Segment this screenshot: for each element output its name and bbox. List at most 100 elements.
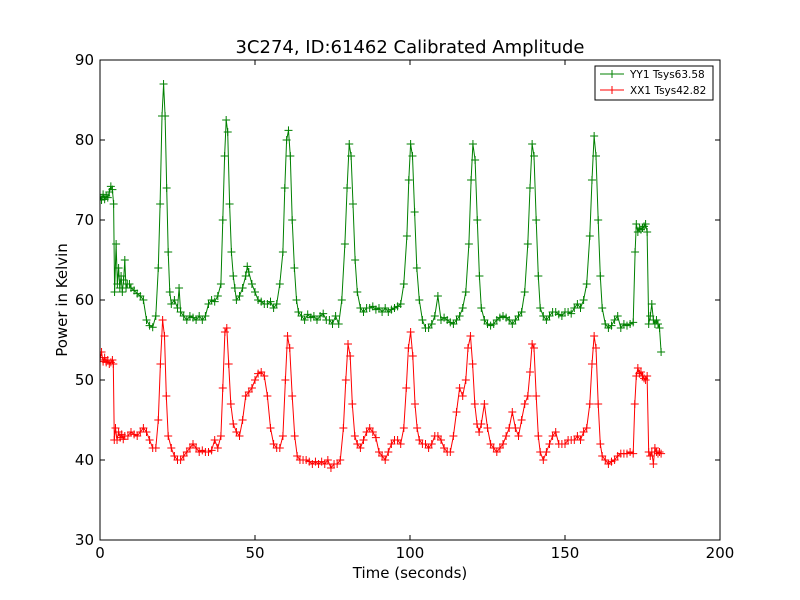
data-point: [344, 340, 352, 348]
data-point: [657, 348, 666, 356]
data-point: [225, 200, 234, 208]
data-point: [471, 156, 480, 164]
data-point: [159, 80, 168, 88]
data-point: [227, 248, 236, 256]
data-point: [222, 324, 231, 332]
data-point: [266, 297, 275, 306]
data-point: [536, 304, 545, 312]
data-point: [461, 288, 470, 296]
data-point: [585, 232, 594, 240]
data-point: [139, 296, 148, 304]
data-point: [350, 432, 359, 440]
data-point: [348, 200, 357, 208]
data-point: [288, 392, 297, 400]
data-point: [286, 152, 295, 160]
data-point: [532, 216, 541, 224]
data-point: [216, 432, 225, 440]
data-point: [164, 248, 173, 256]
data-point: [430, 312, 439, 320]
data-point: [161, 112, 170, 120]
data-point: [142, 428, 151, 436]
x-axis-label: Time (seconds): [352, 564, 468, 582]
data-point: [629, 449, 638, 458]
y-tick-label: 80: [75, 131, 94, 149]
data-point: [247, 280, 256, 288]
data-point: [162, 184, 171, 192]
data-point: [514, 432, 523, 440]
data-point: [410, 400, 419, 408]
data-point: [590, 132, 599, 140]
data-point: [213, 292, 222, 300]
data-point: [427, 320, 436, 328]
data-point: [446, 448, 455, 456]
data-point: [201, 312, 210, 320]
data-point: [162, 392, 171, 400]
data-point: [655, 448, 664, 456]
data-point: [528, 340, 537, 348]
data-point: [339, 424, 348, 432]
data-point: [170, 296, 179, 304]
data-point: [109, 360, 118, 368]
data-point: [281, 376, 290, 384]
data-point: [455, 384, 464, 392]
data-point: [587, 176, 596, 184]
data-point: [590, 332, 599, 340]
data-point: [598, 304, 607, 312]
legend: YY1 Tsys63.58 XX1 Tsys42.82: [594, 65, 714, 101]
data-point: [576, 304, 585, 312]
data-point: [341, 376, 350, 384]
data-point: [160, 332, 169, 340]
data-point: [284, 126, 293, 135]
data-point: [207, 446, 216, 455]
data-point: [473, 216, 482, 224]
data-point: [282, 136, 291, 144]
data-point: [218, 384, 227, 392]
data-point: [238, 416, 247, 424]
data-point: [347, 152, 356, 160]
data-point: [210, 436, 219, 444]
data-point: [353, 288, 362, 296]
data-point: [408, 152, 417, 160]
data-point: [175, 284, 184, 292]
data-point: [348, 400, 357, 408]
data-point: [657, 449, 666, 458]
y-tick-label: 30: [75, 531, 94, 549]
data-point: [319, 309, 328, 318]
data-point: [520, 400, 529, 408]
data-point: [418, 316, 427, 324]
data-point: [629, 318, 638, 327]
data-point: [142, 316, 151, 324]
y-tick-label: 60: [75, 291, 94, 309]
data-point: [396, 300, 405, 308]
data-point: [112, 240, 121, 248]
legend-label: YY1 Tsys63.58: [629, 69, 705, 81]
data-point: [545, 440, 554, 448]
data-point: [437, 436, 445, 444]
data-point: [587, 360, 596, 368]
data-point: [475, 428, 484, 436]
data-point: [477, 420, 486, 428]
data-point: [458, 304, 467, 312]
data-point: [283, 332, 292, 340]
data-point: [607, 321, 616, 330]
data-point: [613, 312, 622, 320]
data-point: [275, 280, 284, 288]
data-point: [164, 432, 173, 440]
data-point: [433, 292, 442, 300]
data-point: [592, 152, 600, 160]
data-point: [475, 272, 484, 280]
data-point: [499, 440, 507, 448]
data-point: [636, 368, 645, 376]
data-point: [467, 176, 476, 184]
data-point: [452, 408, 461, 416]
data-point: [539, 456, 548, 464]
series-line: [100, 83, 662, 353]
data-point: [415, 296, 424, 304]
data-point: [224, 360, 233, 368]
data-point: [119, 435, 128, 444]
data-point: [223, 128, 232, 136]
data-point: [594, 216, 603, 224]
data-point: [222, 116, 231, 124]
x-tick-label: 200: [706, 544, 735, 562]
